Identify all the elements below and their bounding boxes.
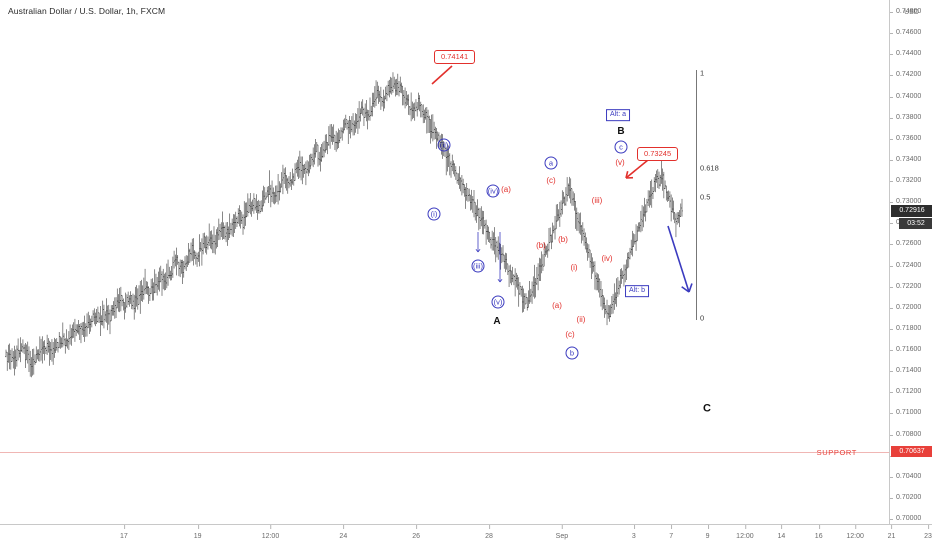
wave-label-ii[interactable]: (ii)	[437, 138, 451, 152]
wave-label-b-minor-2[interactable]: (b)	[558, 235, 568, 244]
price-axis-tick: 0.71800	[890, 324, 932, 334]
time-axis-tick: 12:00	[262, 525, 279, 540]
price-axis-tick: 0.73000	[890, 197, 932, 207]
time-axis-tick: 16	[815, 525, 823, 540]
fib-level-1: 1	[700, 68, 705, 78]
price-axis-tick: 0.73800	[890, 113, 932, 123]
price-axis-tick: 0.70800	[890, 430, 932, 440]
wave-label-v[interactable]: (v)	[491, 295, 505, 309]
time-axis-tick: 23	[924, 525, 932, 540]
price-axis-tick: 0.72200	[890, 282, 932, 292]
price-axis-tick: 0.71600	[890, 345, 932, 355]
price-axis-tick: 0.74400	[890, 49, 932, 59]
price-axis-tick: 0.72000	[890, 303, 932, 313]
wave-label-C[interactable]: C	[703, 402, 711, 415]
time-axis-tick: Sep	[556, 525, 568, 540]
time-axis-tick: 21	[888, 525, 895, 540]
price-axis-tick: 0.73200	[890, 176, 932, 186]
wave-label-b-circled[interactable]: b	[565, 346, 579, 360]
wave-label-iv[interactable]: (iv)	[486, 184, 500, 198]
wave-label-A[interactable]: A	[493, 316, 501, 327]
wave-label-c-red-2[interactable]: (c)	[565, 330, 575, 339]
wave-label-i-red[interactable]: (i)	[570, 263, 578, 272]
price-axis-tick: 0.70400	[890, 472, 932, 482]
fib-level-05: 0.5	[700, 192, 711, 202]
wave-label-a-red-2[interactable]: (a)	[552, 301, 562, 310]
price-axis-tick: 0.72400	[890, 261, 932, 271]
drawing-overlay	[431, 65, 693, 293]
price-axis-tick: 0.73600	[890, 134, 932, 144]
time-axis-tick: 14	[777, 525, 785, 540]
price-axis-tick: 0.74800	[890, 7, 932, 17]
wave-label-i[interactable]: (i)	[427, 207, 441, 221]
price-callout-waveb[interactable]: 0.73245	[637, 147, 679, 161]
wave-label-v-red[interactable]: (v)	[615, 158, 625, 167]
time-axis-tick: 9	[706, 525, 710, 540]
time-axis[interactable]: 17 19 12:00 24 26 28 Sep 3 7 9 12:00 14 16 12:00 21 23	[0, 524, 932, 550]
price-callout-high[interactable]: 0.74141	[434, 50, 476, 64]
time-axis-tick: 28	[485, 525, 493, 540]
price-axis-tick: 0.74600	[890, 28, 932, 38]
wave-label-c-minor[interactable]: (c)	[546, 176, 556, 185]
price-axis-tick: 0.74000	[890, 92, 932, 102]
wave-label-iii-red[interactable]: (iii)	[591, 196, 603, 205]
wave-label-c-circled[interactable]: c	[614, 140, 628, 154]
current-price-badge: 0.72916	[891, 204, 932, 217]
time-axis-tick: 12:00	[846, 525, 864, 540]
fib-level-0618: 0.618	[700, 163, 719, 173]
wave-label-B[interactable]: B	[617, 126, 625, 137]
price-axis-tick: 0.70200	[890, 493, 932, 503]
bar-countdown-badge: 03:52	[899, 217, 932, 229]
price-axis-tick: 0.71200	[890, 387, 932, 397]
alt-label-a[interactable]: Alt: a	[606, 109, 630, 121]
wave-label-a-minor[interactable]: (a)	[501, 185, 511, 194]
fib-level-0: 0	[700, 313, 705, 323]
price-axis-tick: 0.74200	[890, 70, 932, 80]
time-axis-tick: 7	[669, 525, 673, 540]
symbol-title: Australian Dollar / U.S. Dollar, 1h, FXC…	[8, 6, 166, 16]
time-axis-tick: 12:00	[736, 525, 754, 540]
price-axis-tick: 0.73400	[890, 155, 932, 165]
price-axis-tick: 0.71400	[890, 366, 932, 376]
support-price-badge: 0.70637	[891, 446, 932, 458]
time-axis-tick: 17	[120, 525, 128, 540]
price-axis-tick: 0.71000	[890, 408, 932, 418]
price-axis-tick: 0.70000	[890, 514, 932, 524]
wave-label-b-minor-1[interactable]: (b)	[536, 241, 546, 250]
fib-retracement-tool[interactable]: 1 0.618 0.5 0	[696, 69, 719, 321]
time-axis-tick: 3	[632, 525, 636, 540]
wave-label-iii[interactable]: (iii)	[471, 259, 485, 273]
support-level-line	[0, 451, 889, 453]
price-series	[5, 72, 683, 378]
wave-label-iv-red[interactable]: (iv)	[601, 254, 613, 263]
support-level-label: SUPPORT	[816, 447, 857, 457]
chart-plot-area[interactable]: SUPPORT 0.74141 0.73245 Alt: a Alt: b 1 …	[0, 0, 889, 524]
price-axis-tick: 0.72600	[890, 239, 932, 249]
price-axis-unit: USD	[904, 9, 919, 16]
wave-label-a-circled[interactable]: a	[544, 156, 558, 170]
time-axis-tick: 26	[412, 525, 420, 540]
wave-label-ii-red[interactable]: (ii)	[576, 315, 586, 324]
price-axis[interactable]: USD 0.72916 03:52 0.70637 0.74800 0.74600…	[889, 0, 932, 524]
time-axis-tick: 19	[194, 525, 202, 540]
fib-vertical-line	[696, 70, 697, 320]
time-axis-tick: 24	[339, 525, 347, 540]
alt-label-b[interactable]: Alt: b	[625, 285, 649, 297]
